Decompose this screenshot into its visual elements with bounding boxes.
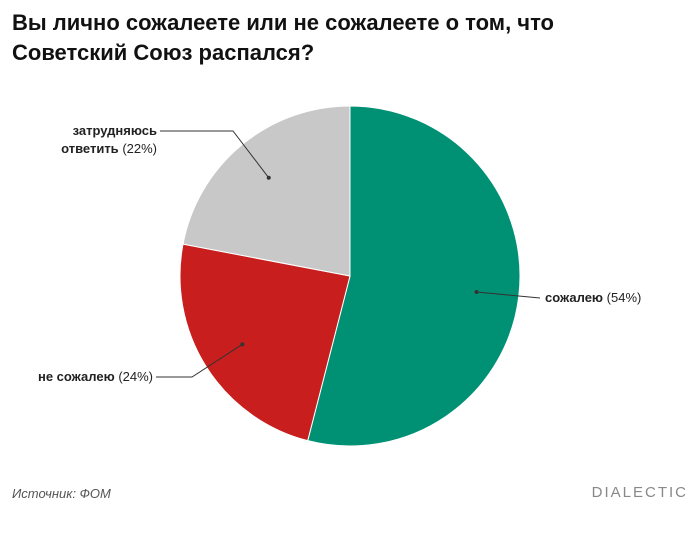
- category-label: не сожалею: [37, 369, 115, 384]
- pie-slice: [182, 105, 351, 277]
- brand: DIALECTIC: [591, 484, 688, 501]
- category-label: затрудняюсь ответить: [61, 123, 157, 156]
- pie-slice: [307, 105, 521, 447]
- leader-dot: [266, 175, 271, 180]
- chart-title: Вы лично сожалеете или не сожалеете о то…: [12, 10, 554, 65]
- slice-label: затрудняюсь ответить (22%): [37, 122, 157, 158]
- category-label: сожалею: [545, 290, 604, 305]
- leader-dot: [474, 289, 479, 294]
- leader-dot: [240, 342, 245, 347]
- leader-line: [160, 130, 270, 179]
- value-label: (22%): [122, 141, 157, 156]
- leader-line: [156, 343, 243, 378]
- value-label: (54%): [606, 290, 642, 305]
- leader-line: [476, 291, 541, 299]
- slice-label: сожалею (54%): [545, 289, 641, 307]
- slice-label: не сожалею (24%): [38, 368, 153, 386]
- value-label: (24%): [118, 369, 153, 384]
- source: Источник: ФОМ: [12, 486, 111, 501]
